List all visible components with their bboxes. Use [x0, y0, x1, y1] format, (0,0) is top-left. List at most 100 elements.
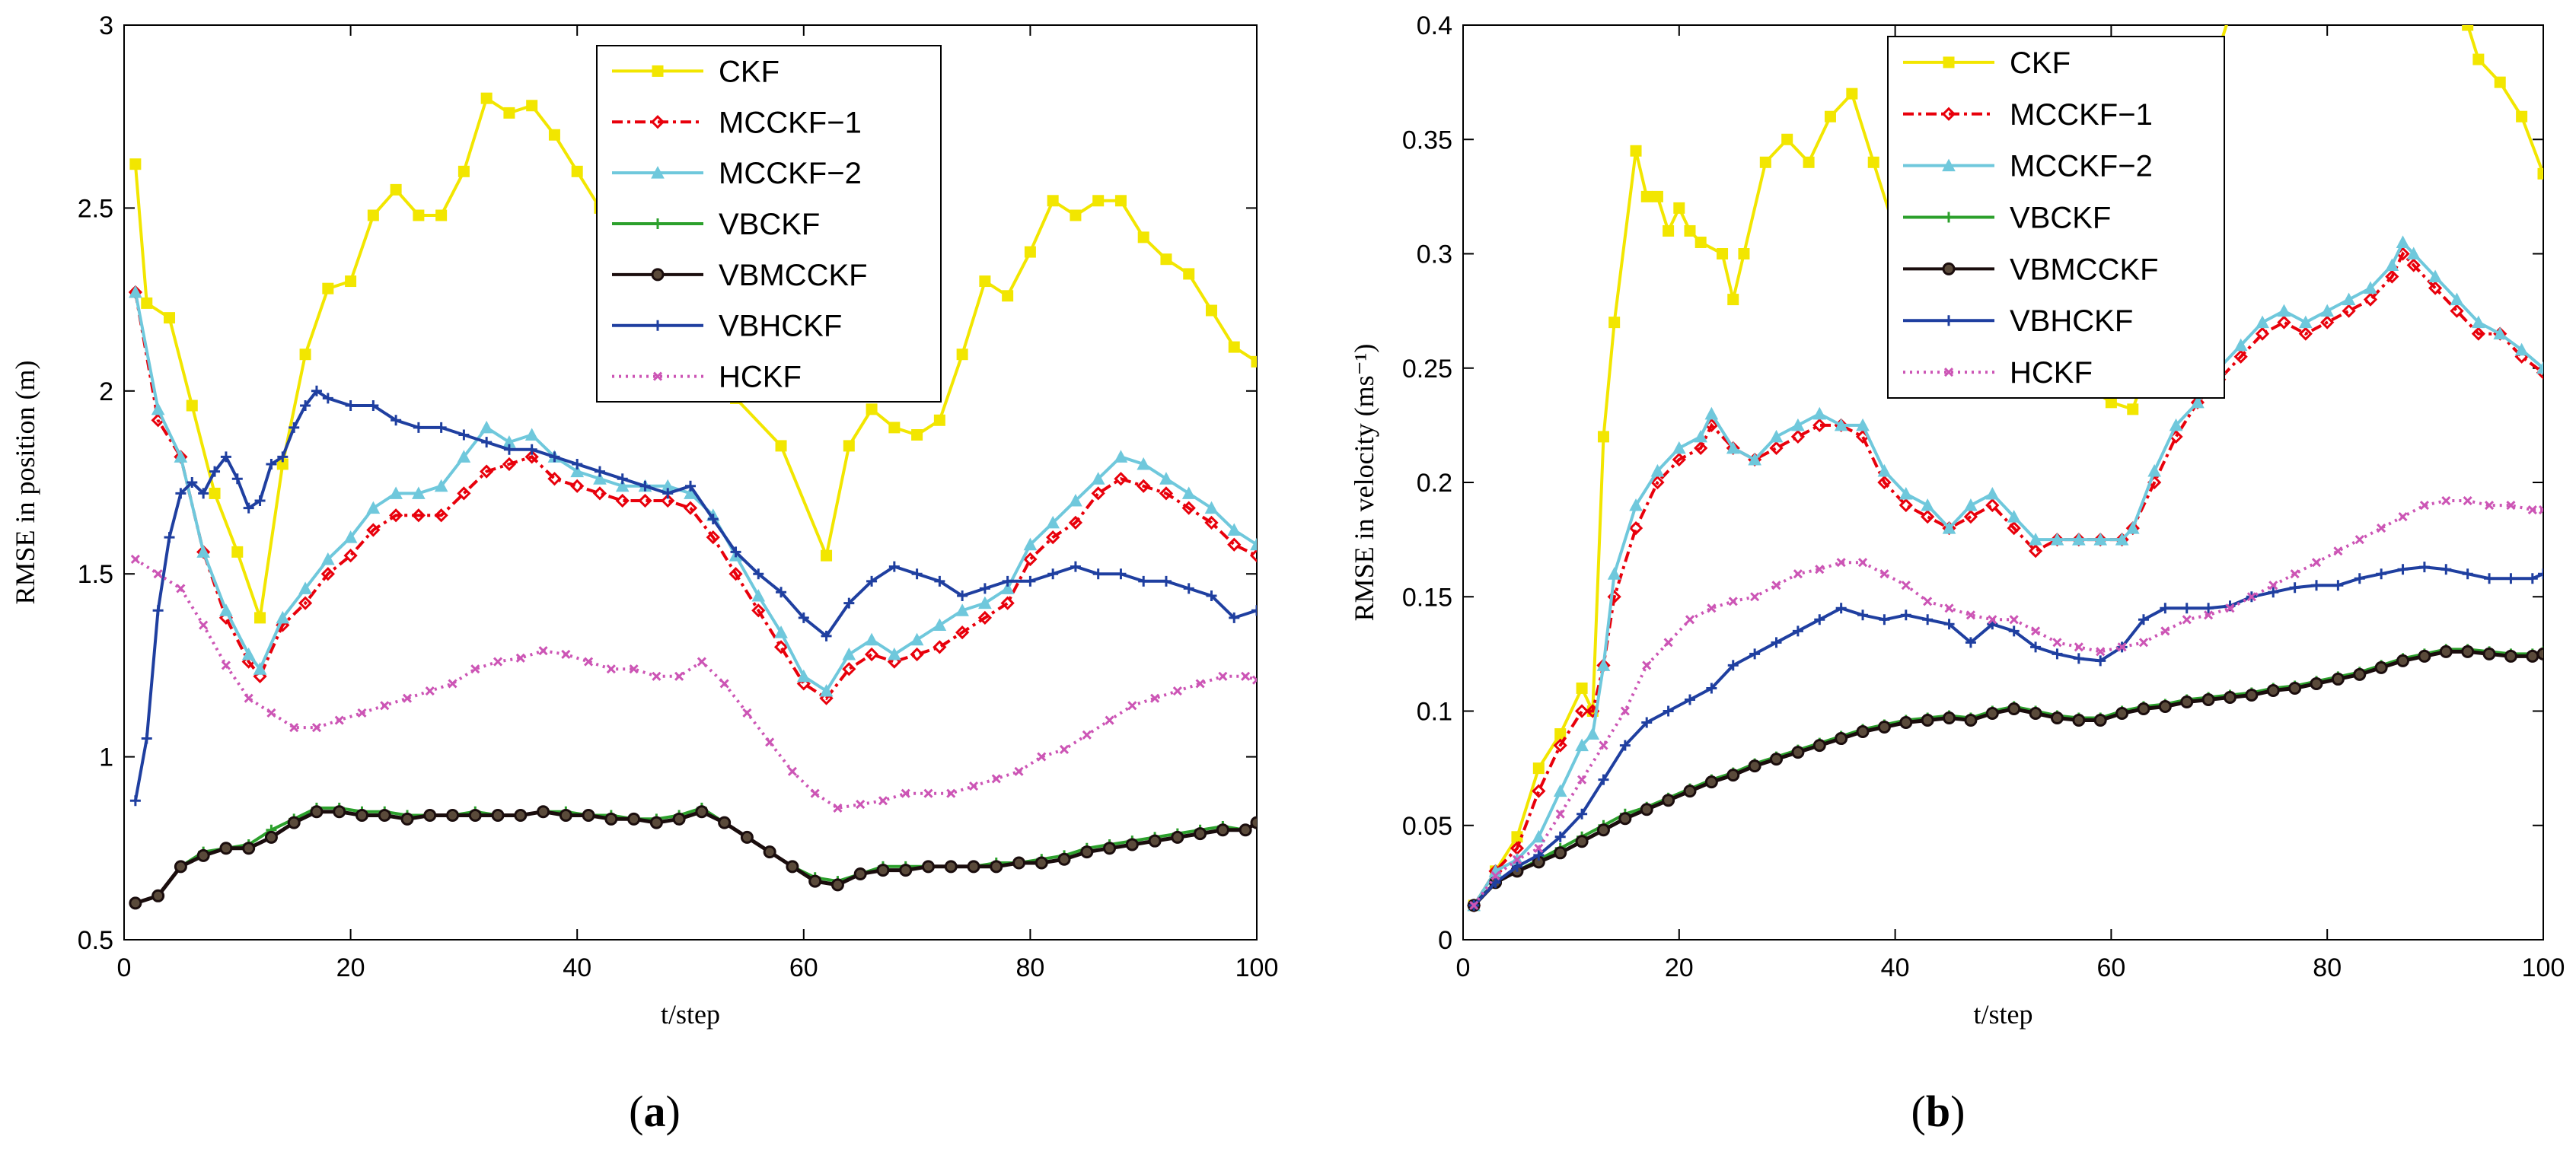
data-point [1159, 472, 1173, 485]
data-point [2376, 568, 2387, 580]
data-point [1879, 569, 1889, 579]
x-tick-label: 40 [563, 953, 591, 982]
data-point [2029, 707, 2042, 721]
data-point [2288, 681, 2302, 695]
data-point [1662, 794, 1675, 807]
data-point [1127, 701, 1137, 711]
data-point [1082, 730, 1092, 740]
data-point [751, 588, 766, 602]
x-tick-label: 0 [1456, 953, 1471, 982]
y-tick-label: 0.5 [78, 926, 113, 955]
data-point [956, 349, 968, 361]
data-point [1629, 498, 1643, 511]
data-point [901, 788, 910, 798]
data-point [561, 649, 571, 660]
data-point [2030, 641, 2042, 653]
data-point [978, 596, 992, 610]
data-point [2028, 544, 2043, 559]
data-point [2277, 315, 2291, 329]
data-point [1024, 246, 1036, 258]
data-point [1490, 871, 1500, 880]
data-point [979, 275, 991, 288]
legend-entry: VBCKF [2010, 202, 2111, 235]
y-tick-label: 2.5 [78, 194, 113, 223]
data-point [209, 466, 221, 477]
data-point [1057, 852, 1071, 866]
data-point [1216, 823, 1229, 837]
data-point [412, 486, 426, 499]
data-point [2137, 702, 2150, 715]
data-point [174, 860, 187, 874]
data-point [2537, 167, 2543, 180]
data-point [899, 864, 913, 877]
data-point [2007, 702, 2021, 715]
data-point [1815, 565, 1825, 574]
data-point [1469, 900, 1479, 910]
data-point [1577, 775, 1587, 785]
data-point [977, 610, 993, 625]
x-tick-label: 20 [1665, 953, 1694, 982]
data-point [322, 282, 334, 294]
data-point [1846, 88, 1858, 100]
data-point [187, 477, 198, 488]
data-point [763, 845, 776, 859]
data-point [773, 640, 789, 654]
data-point [2050, 711, 2064, 725]
data-point [1596, 658, 1611, 671]
data-point [402, 693, 413, 703]
data-point [853, 867, 867, 880]
data-point [333, 805, 346, 819]
data-point [1663, 638, 1673, 648]
legend-marker [1943, 212, 1954, 223]
data-point [728, 567, 743, 581]
data-point [751, 603, 766, 618]
data-point [955, 625, 970, 640]
data-point [615, 479, 630, 492]
data-point [1812, 406, 1827, 420]
data-point [2117, 642, 2127, 652]
data-point [2428, 269, 2442, 283]
data-point [1012, 856, 1026, 870]
y-tick-label: 0.1 [1417, 698, 1452, 727]
data-point [446, 809, 460, 823]
data-point [570, 464, 585, 478]
data-point [1812, 418, 1827, 432]
data-point [2007, 520, 2021, 536]
data-point [175, 488, 187, 499]
data-point [537, 805, 550, 819]
data-point [810, 788, 820, 798]
data-point [176, 584, 186, 594]
data-point [2482, 647, 2496, 660]
y-axis-label: RMSE in position (m) [10, 360, 40, 604]
data-point [1512, 855, 1522, 864]
data-point [1533, 849, 1545, 861]
data-point [765, 737, 775, 747]
data-point [2377, 524, 2386, 533]
legend-marker [1943, 56, 1955, 68]
data-point [2290, 569, 2300, 579]
data-point [277, 451, 289, 463]
data-point [1770, 753, 1784, 766]
data-point [888, 647, 901, 660]
data-point [1857, 610, 1869, 621]
data-point [322, 393, 333, 404]
data-point [1150, 693, 1160, 703]
data-point [2461, 645, 2475, 658]
data-point [129, 285, 142, 298]
x-tick-label: 0 [117, 953, 132, 982]
y-tick-label: 3 [99, 11, 113, 40]
data-point [1619, 740, 1631, 751]
data-point [1921, 498, 1935, 511]
data-point [1554, 846, 1567, 860]
data-point [1172, 686, 1182, 696]
data-point [368, 400, 379, 412]
data-point [821, 549, 833, 562]
data-point [1239, 823, 1252, 837]
data-point [2180, 695, 2194, 708]
data-point [2441, 564, 2452, 575]
data-point [1628, 520, 1643, 536]
data-point [2266, 683, 2280, 697]
data-point [1227, 537, 1242, 552]
data-point [2471, 326, 2485, 341]
